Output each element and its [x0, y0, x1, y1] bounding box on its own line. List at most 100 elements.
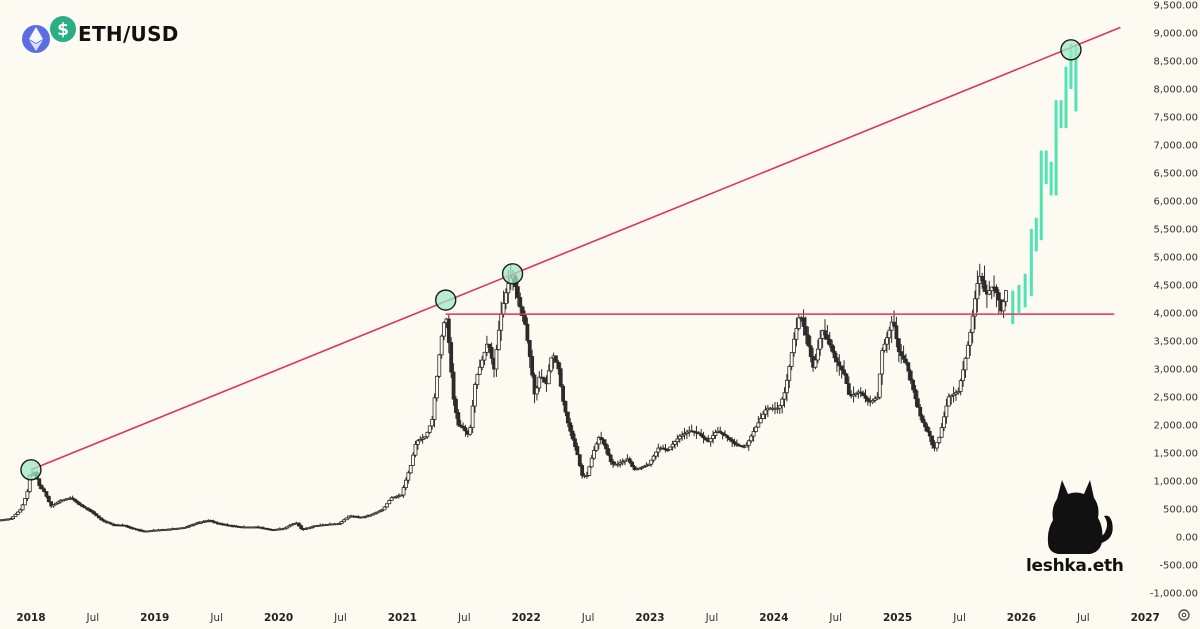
- candle-body: [456, 412, 461, 426]
- candle-body: [627, 458, 632, 463]
- candle-body: [975, 283, 980, 300]
- ascending-trendline: [30, 26, 1121, 471]
- y-tick-label: 2,000.00: [1153, 421, 1198, 432]
- candle-body: [370, 513, 375, 516]
- candle-body: [594, 443, 599, 451]
- candle-body: [989, 286, 994, 291]
- candle-body: [623, 459, 627, 462]
- candle-body: [563, 400, 568, 413]
- candle-body: [380, 509, 385, 512]
- x-tick-label: Jul: [1076, 612, 1090, 624]
- candle-body: [901, 355, 906, 360]
- candle-body: [51, 504, 56, 507]
- candle-body: [711, 435, 715, 439]
- candle-body: [923, 421, 927, 428]
- candle-body: [535, 387, 539, 395]
- candle-body: [611, 461, 615, 465]
- x-tick-label: 2024: [759, 612, 788, 624]
- candle-body: [530, 356, 535, 376]
- candle-body: [427, 425, 432, 433]
- x-tick-label: Jul: [828, 612, 842, 624]
- candle-body: [94, 513, 99, 517]
- candle-body: [580, 465, 585, 476]
- candle-body: [337, 523, 342, 525]
- candle-body: [830, 344, 835, 352]
- candle-body: [485, 343, 489, 353]
- candle-body: [665, 449, 670, 451]
- candle-body: [404, 479, 408, 488]
- candle-body: [761, 413, 765, 419]
- candle-body: [532, 374, 537, 395]
- candle-body: [80, 504, 85, 507]
- candle-body: [515, 286, 520, 298]
- candle-body: [958, 380, 963, 392]
- gear-icon[interactable]: [1177, 608, 1191, 622]
- candle-body: [475, 374, 480, 385]
- candle-body: [11, 516, 15, 519]
- candle-body: [696, 432, 701, 435]
- candle-body: [813, 359, 818, 368]
- candle-body: [896, 338, 901, 353]
- pair-logo: $: [20, 14, 78, 55]
- candle-body: [808, 345, 813, 357]
- candle-body: [463, 427, 468, 432]
- x-tick-label: 2026: [1007, 612, 1036, 624]
- candle-body: [720, 432, 725, 435]
- candle-body: [589, 457, 594, 468]
- candle-body: [37, 478, 42, 486]
- candle-body: [956, 390, 961, 394]
- candle-body: [994, 286, 999, 294]
- y-tick-label: 4,500.00: [1153, 281, 1198, 292]
- candle-body: [823, 330, 827, 336]
- candle-body: [735, 443, 739, 446]
- candle-body: [892, 321, 896, 327]
- candle-body: [101, 519, 106, 522]
- candle-body: [299, 525, 304, 529]
- candle-body: [387, 500, 392, 505]
- candle-body: [801, 317, 806, 327]
- candle-body: [954, 392, 958, 395]
- candle-body: [756, 422, 761, 428]
- candle-body: [818, 338, 823, 350]
- y-tick-label: 6,000.00: [1153, 197, 1198, 208]
- candle-body: [963, 357, 968, 371]
- candle-body: [670, 443, 675, 448]
- candle-body: [430, 418, 435, 427]
- y-axis: 9,500.00 9,000.00 8,500.00 8,000.00 7,500.00…: [1150, 1, 1198, 600]
- price-candles: [0, 263, 1008, 533]
- candle-body: [385, 503, 389, 508]
- candle-body: [106, 521, 111, 524]
- y-tick-label: 8,000.00: [1153, 85, 1198, 96]
- candle-body: [937, 436, 942, 444]
- candle-body: [506, 283, 511, 294]
- candle-body: [949, 395, 954, 398]
- candle-body: [930, 435, 935, 446]
- candle-body: [413, 443, 418, 456]
- candle-body: [899, 351, 904, 357]
- candle-body: [870, 399, 875, 403]
- projection-bar: [1017, 285, 1021, 313]
- candle-body: [549, 357, 554, 372]
- candle-body: [894, 325, 899, 340]
- candle-body: [446, 318, 451, 343]
- candle-body: [85, 507, 89, 510]
- projection-bar: [1044, 150, 1048, 185]
- candle-body: [846, 383, 851, 395]
- candle-body: [970, 315, 975, 333]
- candle-body: [423, 436, 427, 439]
- candle-body: [787, 366, 792, 381]
- candle-body: [561, 385, 565, 402]
- projection-bar: [1034, 217, 1038, 252]
- candle-body: [987, 290, 992, 295]
- candle-body: [844, 373, 849, 385]
- candle-body: [806, 334, 811, 347]
- candle-body: [630, 461, 635, 467]
- candle-body: [927, 430, 932, 437]
- candle-body: [435, 375, 439, 399]
- candle-body: [842, 369, 846, 375]
- candle-body: [18, 509, 23, 513]
- candle-body: [442, 322, 446, 337]
- candle-body: [639, 466, 644, 469]
